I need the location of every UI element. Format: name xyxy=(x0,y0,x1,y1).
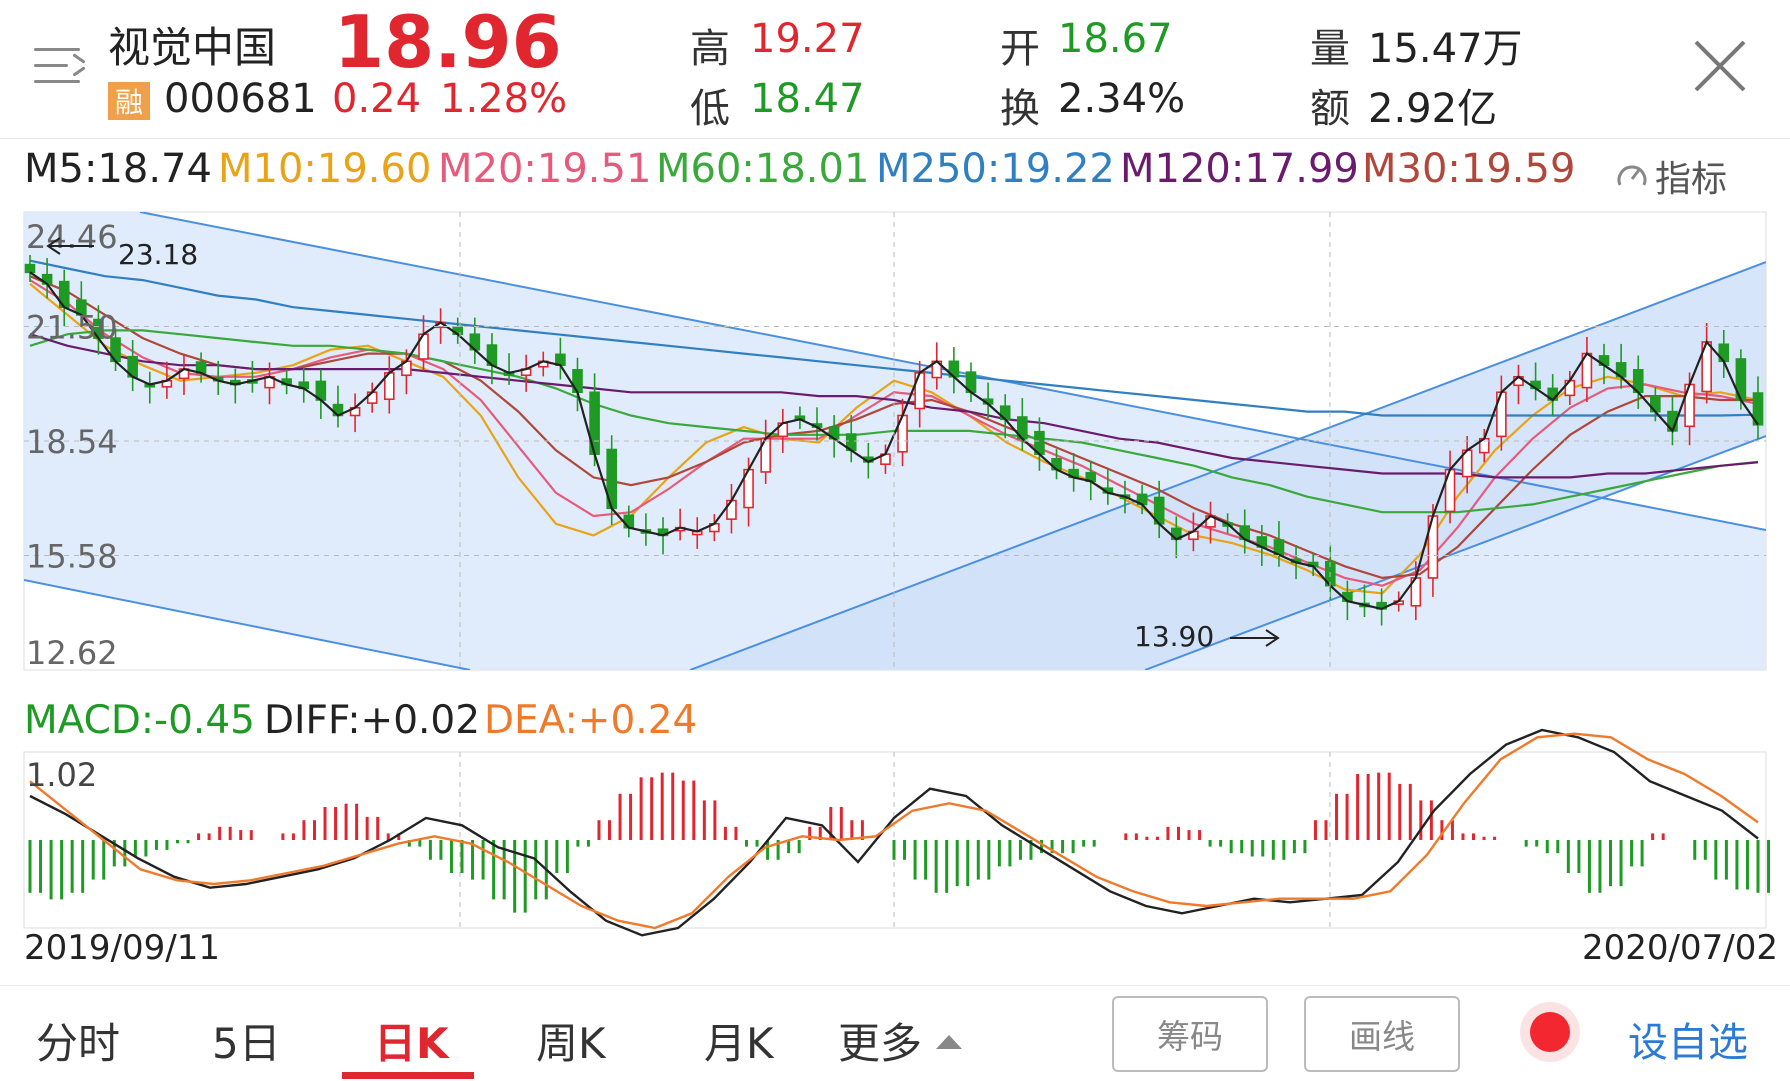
tab-more-label: 更多 xyxy=(838,1019,923,1068)
tab-daily-k[interactable]: 日K xyxy=(374,1019,449,1068)
price-change-pct: 1.28% xyxy=(440,76,568,122)
y-tick-label: 15.58 xyxy=(26,538,118,576)
ma-line-m10 xyxy=(29,283,1759,595)
y-tick-label: 24.46 xyxy=(26,218,118,256)
price-panel: 24.46 21.50 18.54 15.58 12.62 23.18 13.90 xyxy=(23,211,1767,672)
margin-badge: 融 xyxy=(108,82,150,120)
ma-legend-m120: M120:17.99 xyxy=(1120,146,1359,192)
high-label: 高 xyxy=(690,26,730,72)
amount-label: 额 xyxy=(1310,86,1350,132)
date-end: 2020/07/02 xyxy=(1582,928,1778,968)
dea-value: DEA:+0.24 xyxy=(484,698,698,743)
turnover-label: 换 xyxy=(1000,86,1040,132)
high-arrow-icon xyxy=(46,237,94,255)
low-label: 低 xyxy=(690,86,730,132)
ma-legend-m60: M60:18.01 xyxy=(656,146,870,192)
macd-value: MACD:-0.45 xyxy=(24,698,255,743)
gauge-icon xyxy=(1617,165,1647,186)
tab-monthly-k[interactable]: 月K xyxy=(704,1019,774,1068)
ma-legend-m10: M10:19.60 xyxy=(218,146,432,192)
last-price: 18.96 xyxy=(334,0,562,84)
chip-button[interactable]: 筹码 xyxy=(1112,996,1268,1072)
high-value: 19.27 xyxy=(750,16,865,62)
stock-code: 000681 xyxy=(164,76,317,122)
y-tick-label: 21.50 xyxy=(26,309,118,347)
close-icon[interactable] xyxy=(1690,36,1750,96)
ma-legend-m20: M20:19.51 xyxy=(438,146,652,192)
indicator-label: 指标 xyxy=(1655,159,1728,200)
diff-value: DIFF:+0.02 xyxy=(264,698,481,743)
volume-label: 量 xyxy=(1310,26,1350,72)
tab-weekly-k[interactable]: 周K xyxy=(536,1019,606,1068)
tab-intraday[interactable]: 分时 xyxy=(36,1019,121,1068)
trend-line-1 xyxy=(24,579,471,670)
ma-legend-m30: M30:19.59 xyxy=(1362,146,1576,192)
diff-line xyxy=(29,728,1759,937)
add-watchlist-button[interactable]: 设自选 xyxy=(1628,1020,1748,1066)
low-annotation: 13.90 xyxy=(1134,620,1214,653)
candle-body xyxy=(623,514,635,529)
ma-line-m60 xyxy=(29,329,1759,514)
kline-chart[interactable]: 24.46 21.50 18.54 15.58 12.62 23.18 13.90 1.02 xyxy=(0,0,1790,985)
ma-legend-m250: M250:19.22 xyxy=(876,146,1115,192)
tab-more[interactable]: 更多 xyxy=(838,1010,964,1071)
record-icon[interactable] xyxy=(1530,1012,1570,1052)
candle-body xyxy=(24,263,36,274)
amount-value: 2.92亿 xyxy=(1368,86,1498,132)
dea-line xyxy=(29,732,1759,930)
draw-line-button[interactable]: 画线 xyxy=(1304,996,1460,1072)
high-annotation: 23.18 xyxy=(118,238,198,271)
date-start: 2019/09/11 xyxy=(24,928,220,968)
stock-name: 视觉中国 xyxy=(108,23,277,72)
y-tick-label: 12.62 xyxy=(26,634,118,672)
trend-line-2 xyxy=(689,261,1766,670)
menu-icon[interactable] xyxy=(34,44,86,88)
macd-panel: 1.02 xyxy=(23,728,1771,937)
low-value: 18.47 xyxy=(750,76,865,122)
y-tick-label: 18.54 xyxy=(26,423,118,461)
macd-y-tick: 1.02 xyxy=(26,756,97,794)
quote-header: 视觉中国 融 000681 18.96 0.24 1.28% 高 19.27 低… xyxy=(0,0,1790,139)
period-tabs xyxy=(0,985,1790,1081)
ma-line-m250 xyxy=(29,259,1759,417)
low-arrow-icon xyxy=(1230,629,1280,647)
caret-up-icon xyxy=(936,1034,963,1049)
open-value: 18.67 xyxy=(1058,16,1173,62)
trend-line-3 xyxy=(1144,435,1766,670)
active-tab-indicator xyxy=(342,1072,474,1079)
tab-5day[interactable]: 5日 xyxy=(212,1019,281,1068)
turnover-value: 2.34% xyxy=(1058,76,1186,122)
open-label: 开 xyxy=(1000,26,1040,72)
volume-value: 15.47万 xyxy=(1368,26,1523,72)
indicator-button[interactable]: 指标 xyxy=(1615,150,1727,202)
price-change: 0.24 xyxy=(332,76,422,122)
ma-legend-m5: M5:18.74 xyxy=(24,146,212,192)
